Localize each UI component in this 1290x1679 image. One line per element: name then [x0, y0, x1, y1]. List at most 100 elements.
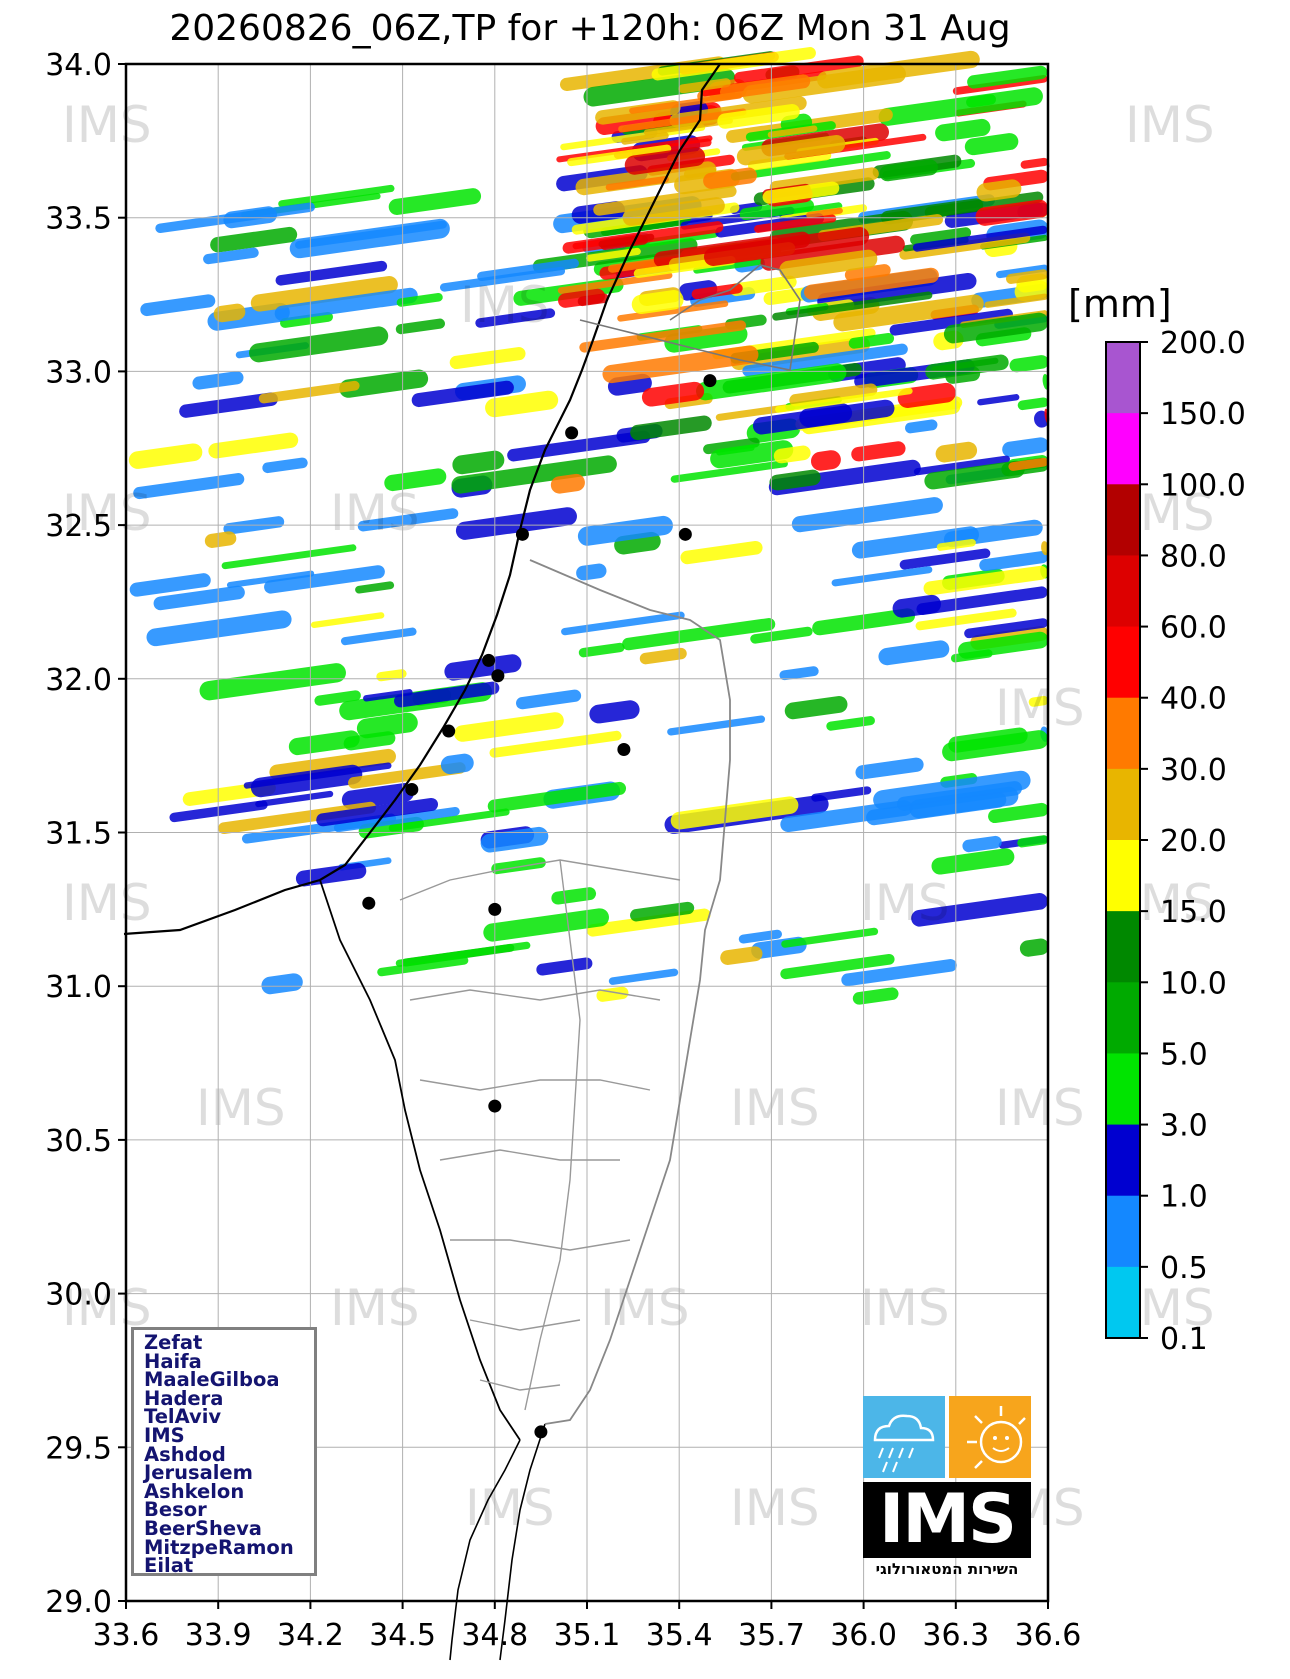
precip-cell	[577, 293, 609, 307]
precip-cell	[754, 214, 837, 233]
precip-cell	[1008, 457, 1049, 471]
cloud-rain-icon	[863, 1396, 945, 1478]
precip-cell	[567, 144, 672, 167]
precip-cell	[208, 432, 299, 459]
precip-cell	[833, 294, 984, 332]
station-dot	[482, 653, 496, 667]
precip-cell	[624, 146, 706, 175]
precip-cell	[964, 133, 1019, 156]
precip-cell	[394, 681, 500, 708]
precip-cell	[643, 117, 733, 136]
station-dot	[405, 782, 419, 796]
precip-cell	[340, 627, 417, 646]
precip-cell	[841, 959, 957, 987]
precip-cell	[339, 369, 429, 398]
colorbar-label: 100.0	[1160, 468, 1246, 503]
y-tick-label: 33.0	[45, 355, 112, 390]
precip-cell	[784, 695, 848, 720]
precip-cell	[561, 611, 685, 636]
precip-cell	[341, 783, 415, 810]
precip-cell	[210, 226, 298, 253]
ims-watermark: IMS	[330, 1279, 420, 1337]
sun-icon	[949, 1396, 1031, 1478]
precip-cell	[977, 394, 1020, 406]
colorbar-segment	[1106, 626, 1140, 699]
colorbar-label: 30.0	[1160, 753, 1227, 788]
precip-cell	[691, 283, 743, 300]
station-dot	[703, 374, 717, 388]
precip-cell	[1009, 355, 1049, 373]
y-tick-label: 31.0	[45, 970, 112, 1005]
precip-cell	[288, 730, 360, 756]
x-tick-label: 34.5	[369, 1618, 436, 1653]
ims-watermark: IMS	[330, 484, 420, 542]
legend-station-name: Jerusalem	[144, 1461, 253, 1485]
station-legend-list: Zefat Haifa MaaleGilboa Hadera TelAviv IMS Ash…	[144, 1333, 314, 1576]
ims-watermark: IMS	[62, 96, 152, 154]
precip-cell	[831, 566, 933, 587]
colorbar-segment	[1106, 768, 1140, 841]
x-tick-label: 35.4	[646, 1618, 713, 1653]
colorbar-label: 20.0	[1160, 824, 1227, 859]
precip-cell	[912, 225, 1048, 252]
precip-cell	[781, 927, 879, 948]
precip-cell	[133, 473, 245, 500]
colorbar-label: 15.0	[1160, 895, 1227, 930]
ims-watermark: IMS	[995, 1079, 1085, 1137]
precip-cell	[799, 403, 853, 428]
precip-cell	[897, 382, 956, 408]
precip-cell	[729, 275, 797, 297]
x-tick-label: 33.6	[93, 1618, 160, 1653]
ims-watermark: IMS	[62, 874, 152, 932]
precip-cell	[454, 712, 564, 742]
precip-cell	[817, 272, 977, 310]
x-tick-label: 33.9	[185, 1618, 252, 1653]
precip-cell	[586, 247, 641, 262]
precip-cell	[913, 455, 1010, 476]
precip-cell	[966, 94, 996, 108]
precip-cell	[1019, 938, 1049, 957]
legend-station-name: Besor	[144, 1498, 207, 1522]
x-tick-label: 36.0	[830, 1618, 897, 1653]
station-dot	[617, 743, 631, 757]
precip-cell	[440, 753, 474, 775]
precip-cell	[967, 65, 1048, 89]
precip-cell	[576, 563, 607, 581]
colorbar-segment	[1106, 484, 1140, 556]
precip-cell	[516, 689, 582, 710]
station-markers	[362, 374, 717, 1439]
precip-cell	[720, 946, 763, 966]
axis-ticks: 33.6 33.9 34.2 34.5 34.8 35.1 35.4 35.7 36.0 36.3…	[45, 48, 1081, 1653]
colorbar-segment	[1106, 1195, 1140, 1268]
precip-cell	[916, 586, 1048, 616]
precip-cell	[693, 257, 764, 274]
ims-watermark: IMS	[1125, 96, 1215, 154]
precip-cell	[772, 291, 933, 321]
precip-cell	[925, 354, 1009, 380]
district-borders	[399, 264, 801, 1425]
precip-cell	[630, 901, 695, 922]
precip-cell	[355, 581, 395, 594]
precip-cell	[396, 292, 443, 307]
y-tick-label: 33.5	[45, 202, 112, 237]
x-tick-label: 35.7	[738, 1618, 805, 1653]
y-tick-label: 32.0	[45, 663, 112, 698]
precip-cell	[218, 801, 377, 835]
legend-station-name: Ashkelon	[144, 1479, 245, 1503]
colorbar-label: 200.0	[1160, 326, 1246, 361]
precip-cell	[779, 249, 878, 280]
precip-cell	[578, 642, 625, 658]
precip-cell	[363, 689, 413, 702]
precip-cell	[915, 608, 1017, 631]
precip-cell	[1017, 835, 1049, 848]
station-dot	[488, 902, 502, 916]
colorbar-segment	[1106, 697, 1140, 770]
colorbar-segment	[1106, 840, 1140, 912]
precip-cell	[310, 612, 385, 628]
station-dot	[488, 1099, 502, 1113]
precip-cell	[670, 796, 799, 830]
precip-cell	[703, 227, 870, 266]
precip-cell	[789, 383, 878, 407]
colorbar-segment	[1106, 413, 1140, 485]
station-dot	[442, 724, 456, 738]
